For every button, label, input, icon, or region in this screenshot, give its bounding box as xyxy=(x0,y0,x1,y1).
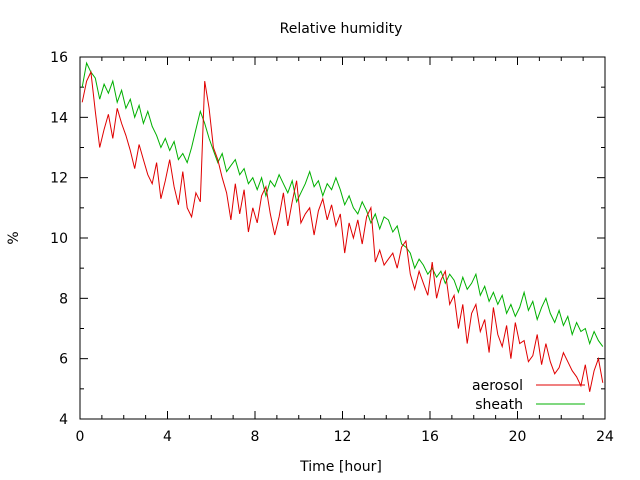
legend-label-sheath: sheath xyxy=(475,397,523,413)
x-tick-label: 20 xyxy=(509,429,527,445)
y-tick-label: 14 xyxy=(50,110,68,126)
legend: aerosol sheath xyxy=(472,378,585,413)
chart-title: Relative humidity xyxy=(280,21,403,37)
y-tick-label: 4 xyxy=(59,412,68,428)
series-line-sheath xyxy=(81,61,604,347)
y-tick-label: 6 xyxy=(59,352,68,368)
x-tick-label: 4 xyxy=(163,429,172,445)
x-tick-label: 0 xyxy=(76,429,85,445)
x-tick-label: 24 xyxy=(596,429,614,445)
plot-frame xyxy=(79,56,606,420)
x-tick-label: 8 xyxy=(251,429,260,445)
x-tick-label: 16 xyxy=(421,429,439,445)
axis-ticks xyxy=(79,56,606,420)
y-tick-label: 12 xyxy=(50,171,68,187)
y-tick-label: 10 xyxy=(50,231,68,247)
y-tick-label: 8 xyxy=(59,291,68,307)
y-tick-label: 16 xyxy=(50,50,68,66)
series-lines xyxy=(81,61,604,392)
x-axis-label: Time [hour] xyxy=(299,459,382,475)
series-line-aerosol xyxy=(81,70,604,392)
y-axis-label: % xyxy=(6,231,22,244)
legend-label-aerosol: aerosol xyxy=(472,378,523,394)
x-tick-label: 12 xyxy=(334,429,352,445)
